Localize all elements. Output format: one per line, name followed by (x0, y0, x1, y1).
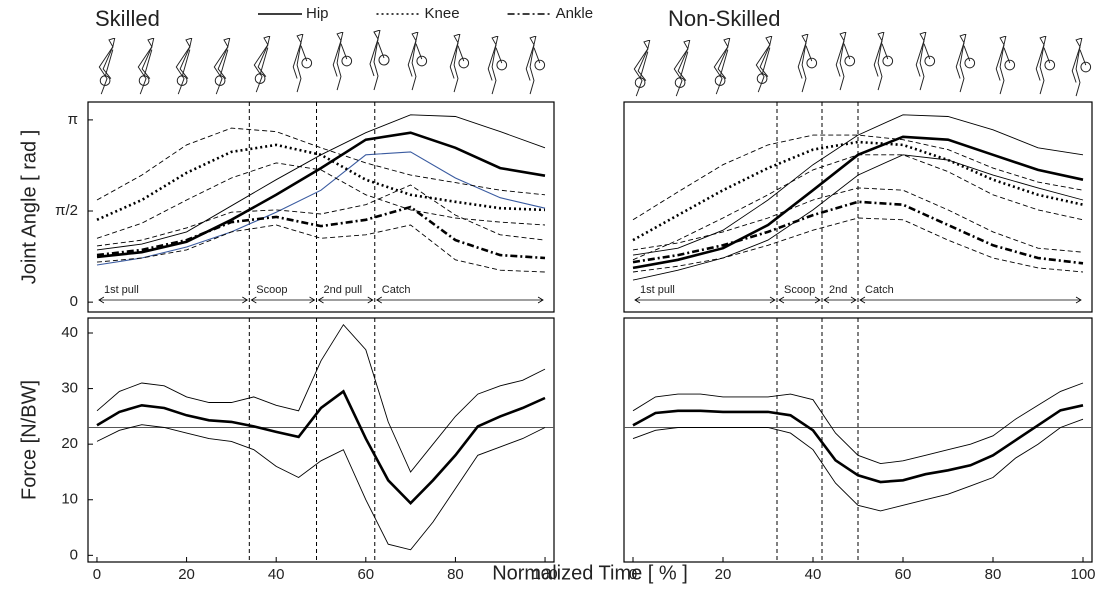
y-axis-label: Force [N/BW] (18, 380, 40, 500)
phase-label: 1st pull (104, 284, 139, 296)
series-line (96, 389, 546, 505)
series-line (96, 151, 546, 266)
legend-label: Hip (306, 5, 329, 22)
y-tick-label: π (68, 111, 78, 128)
x-tick-label: 40 (268, 566, 285, 583)
x-tick-label: 0 (629, 566, 637, 583)
series-line (632, 200, 1084, 265)
phase-arrow (778, 296, 821, 304)
y-tick-label: 0 (70, 546, 78, 563)
phase-arrow (634, 296, 776, 304)
phase-arrow (823, 296, 857, 304)
x-tick-label: 60 (357, 566, 374, 583)
y-tick-label: 40 (61, 324, 78, 341)
x-tick-label: 20 (715, 566, 732, 583)
plot-frame (87, 317, 555, 563)
phase-arrow (250, 296, 316, 304)
phase-label: 2nd pull (324, 284, 363, 296)
series-line (96, 224, 546, 273)
x-tick-label: 80 (447, 566, 464, 583)
phase-label: Scoop (256, 284, 287, 296)
x-tick-label: 60 (895, 566, 912, 583)
x-tick-label: 80 (985, 566, 1002, 583)
phase-label: Catch (865, 284, 894, 296)
series-line (632, 134, 1084, 221)
stick-figures (98, 30, 1092, 97)
phase-arrow (375, 296, 544, 304)
chart-title: Non-Skilled (668, 6, 781, 31)
legend-label: Ankle (556, 5, 594, 22)
series-line (96, 162, 546, 239)
chart-title: Skilled (95, 6, 160, 31)
series-line (96, 127, 546, 201)
phase-label: Catch (382, 284, 411, 296)
series-line (632, 154, 1084, 261)
y-axis-label: Joint Angle [ rad ] (18, 130, 40, 285)
series-line (96, 184, 546, 247)
x-axis-label: Normalized Time [ % ] (492, 562, 688, 584)
x-tick-label: 0 (93, 566, 101, 583)
series-line (632, 217, 1084, 273)
x-tick-label: 20 (178, 566, 195, 583)
phase-label: 2nd (829, 284, 847, 296)
phase-arrow (317, 296, 374, 304)
phase-arrow (859, 296, 1082, 304)
series-line (632, 418, 1084, 512)
series-line (96, 323, 546, 473)
y-tick-label: π/2 (55, 202, 78, 219)
series-line (632, 140, 1084, 242)
x-tick-label: 40 (805, 566, 822, 583)
x-tick-label: 100 (533, 566, 558, 583)
phase-arrow (98, 296, 249, 304)
series-line (96, 424, 546, 551)
legend-label: Knee (425, 5, 460, 22)
series-line (632, 154, 1084, 281)
y-tick-label: 0 (70, 293, 78, 310)
y-tick-label: 30 (61, 380, 78, 397)
series-line (632, 114, 1084, 256)
series-line (96, 114, 546, 251)
series-line (632, 382, 1084, 465)
phase-label: 1st pull (640, 284, 675, 296)
series-line (632, 404, 1084, 484)
y-tick-label: 20 (61, 435, 78, 452)
series-line (96, 131, 546, 259)
phase-label: Scoop (784, 284, 815, 296)
x-tick-label: 100 (1070, 566, 1095, 583)
y-tick-label: 10 (61, 491, 78, 508)
plot-frame (87, 101, 555, 313)
series-line (632, 187, 1084, 253)
series-line (96, 143, 546, 221)
series-line (96, 205, 546, 260)
